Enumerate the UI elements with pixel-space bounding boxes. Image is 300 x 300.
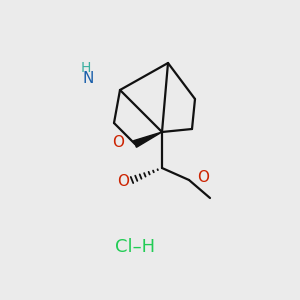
Text: H: H — [80, 61, 91, 74]
Text: O: O — [112, 135, 124, 150]
Text: O: O — [118, 174, 130, 189]
Text: O: O — [197, 170, 209, 185]
Text: N: N — [83, 71, 94, 86]
Polygon shape — [134, 132, 162, 147]
Text: Cl–H: Cl–H — [115, 238, 155, 256]
